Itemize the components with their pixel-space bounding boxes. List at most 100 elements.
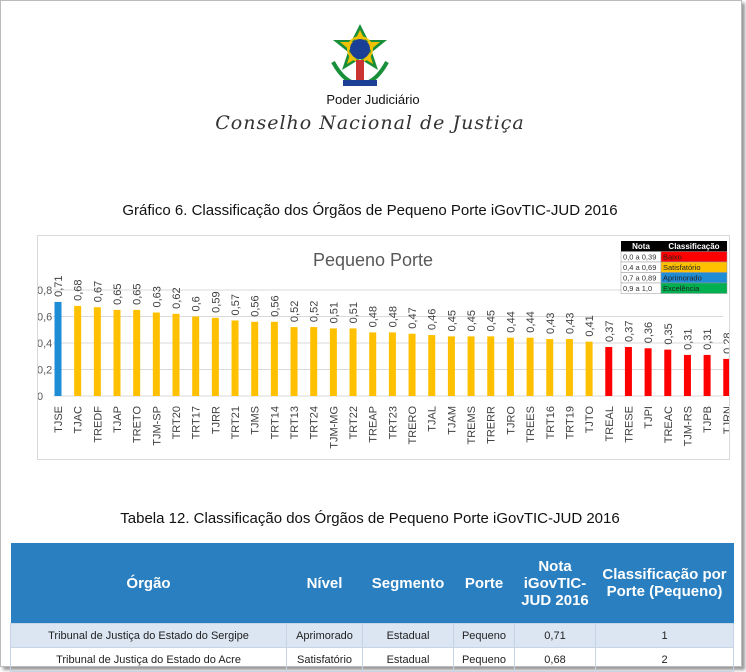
col-segmento: Segmento [362, 543, 454, 624]
value-label: 0,43 [564, 313, 576, 334]
bar-TJAP [113, 309, 121, 396]
bar-TRT17 [192, 316, 200, 396]
category-label: TRT20 [171, 406, 183, 439]
value-label: 0,43 [545, 313, 557, 334]
value-label: 0,68 [73, 279, 85, 300]
value-label: 0,62 [171, 287, 183, 308]
y-tick-label: 0,6 [38, 312, 52, 324]
cell-nivel: Satisfatório [286, 647, 363, 672]
bar-TJRN [723, 358, 731, 396]
legend-label: Excelência [663, 284, 700, 293]
bar-TRT23 [388, 332, 396, 396]
value-label: 0,37 [604, 321, 616, 342]
bar-TJM-RS [683, 354, 691, 396]
category-label: TJAM [446, 406, 458, 435]
bar-TJM-SP [152, 312, 160, 396]
cell-nivel: Aprimorado [286, 623, 363, 648]
bar-TREDF [93, 307, 101, 396]
category-label: TRT13 [289, 406, 301, 439]
category-label: TRT19 [564, 406, 576, 439]
cell-nota: 0,68 [514, 647, 596, 672]
council-name: Conselho Nacional de Justiça [215, 112, 525, 134]
category-label: TRT21 [230, 406, 242, 439]
y-tick-label: 0,8 [38, 285, 52, 297]
legend-range: 0,9 a 1,0 [623, 284, 652, 293]
bar-TRT19 [565, 339, 573, 396]
bar-TJAM [447, 336, 455, 396]
bar-TRT22 [349, 328, 357, 396]
bar-TJTO [585, 341, 593, 396]
category-label: TREMS [466, 406, 478, 445]
value-label: 0,51 [328, 302, 340, 323]
cell-segmento: Estadual [362, 623, 454, 648]
value-label: 0,65 [112, 283, 124, 304]
col-nivel: Nível [286, 543, 363, 624]
value-label: 0,36 [643, 322, 655, 343]
value-label: 0,52 [309, 301, 321, 322]
bar-TREMS [467, 336, 475, 396]
legend-label: Baixo [663, 253, 682, 262]
y-tick-label: 0,2 [38, 365, 52, 377]
table-row: Tribunal de Justiça do Estado do Acre Sa… [10, 647, 734, 672]
value-label: 0,46 [427, 309, 439, 330]
value-label: 0,63 [151, 286, 163, 307]
category-label: TRT24 [309, 406, 321, 439]
cell-classificacao: 2 [595, 647, 734, 672]
bar-TJAC [74, 305, 82, 396]
category-label: TREAP [368, 406, 380, 443]
category-label: TJSE [53, 406, 65, 433]
cell-orgao: Tribunal de Justiça do Estado do Acre [10, 647, 287, 672]
legend-header-nota: Nota [632, 242, 650, 251]
bar-TRERR [487, 336, 495, 396]
category-label: TREDF [92, 406, 104, 443]
bar-TJPB [703, 354, 711, 396]
legend-header-class: Classificação [668, 242, 719, 251]
bar-TREAP [369, 332, 377, 396]
y-tick-label: 0,4 [38, 338, 52, 350]
bar-TJMS [251, 321, 259, 396]
value-label: 0,65 [132, 283, 144, 304]
category-label: TJPB [702, 406, 714, 433]
bar-TREES [526, 337, 534, 396]
cell-classificacao: 1 [595, 623, 734, 648]
category-label: TJAC [73, 406, 85, 434]
value-label: 0,28 [722, 332, 729, 353]
coat-of-arms-logo [331, 24, 389, 87]
value-label: 0,35 [663, 323, 675, 344]
bar-TJSE [54, 301, 62, 396]
bar-TJPI [644, 348, 652, 396]
value-label: 0,71 [53, 276, 65, 297]
bar-TRESE [624, 346, 632, 396]
table-caption: Tabela 12. Classificação dos Órgãos de P… [120, 510, 620, 527]
legend-label: Satisfatório [663, 263, 701, 272]
value-label: 0,56 [269, 295, 281, 316]
bar-TJM-MG [329, 328, 337, 396]
legend-label: Aprimorado [663, 274, 702, 283]
cell-porte: Pequeno [453, 647, 515, 672]
bar-TREAL [605, 346, 613, 396]
category-label: TREAC [663, 406, 675, 443]
category-label: TRT17 [191, 406, 203, 439]
chart-title: Pequeno Porte [313, 250, 433, 270]
category-label: TJRR [210, 406, 222, 434]
cell-porte: Pequeno [453, 623, 515, 648]
category-label: TREAL [604, 406, 616, 441]
value-label: 0,48 [387, 306, 399, 327]
category-label: TRT23 [387, 406, 399, 439]
category-label: TJTO [584, 406, 596, 434]
col-orgao: Órgão [10, 543, 287, 624]
category-label: TJPI [643, 406, 655, 429]
bar-TREAC [664, 349, 672, 396]
col-nota: Nota iGovTIC-JUD 2016 [514, 543, 596, 624]
category-label: TRT16 [545, 406, 557, 439]
value-label: 0,45 [466, 310, 478, 331]
cell-segmento: Estadual [362, 647, 454, 672]
value-label: 0,59 [210, 291, 222, 312]
category-label: TRERO [407, 406, 419, 445]
legend-swatch [660, 282, 728, 294]
value-label: 0,48 [368, 306, 380, 327]
bar-TRT20 [172, 313, 180, 396]
bar-TRERO [408, 333, 416, 396]
y-tick-label: 0 [38, 391, 43, 403]
legend-range: 0,4 a 0,69 [623, 263, 656, 272]
